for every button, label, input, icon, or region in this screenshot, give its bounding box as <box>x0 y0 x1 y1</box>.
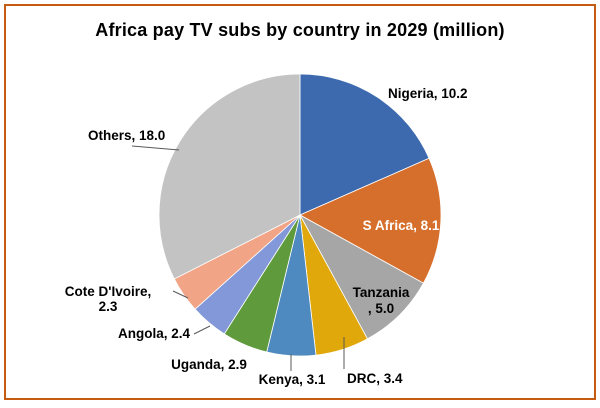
leader-line-angola <box>193 325 211 335</box>
slice-label-kenya: Kenya, 3.1 <box>259 372 326 387</box>
pie-slice-others <box>158 73 301 280</box>
pie-slice-s-africa <box>299 157 442 284</box>
slice-label-s-africa: S Africa, 8.1 <box>363 218 440 233</box>
chart-title: Africa pay TV subs by country in 2029 (m… <box>95 20 505 40</box>
pie-slice-nigeria <box>299 73 430 216</box>
leader-line-cote-d-ivoire <box>172 290 189 299</box>
slice-label-uganda: Uganda, 2.9 <box>171 357 247 372</box>
slice-label-tanzania: Tanzania, 5.0 <box>353 285 410 316</box>
slice-label-others: Others, 18.0 <box>88 128 165 143</box>
leader-line-others <box>131 145 180 151</box>
slice-label-cote-d-ivoire: Cote D'Ivoire, 2.3 <box>65 284 151 314</box>
pie-slice-tanzania <box>298 213 424 340</box>
slice-label-angola: Angola, 2.4 <box>118 326 191 341</box>
slice-label-drc: DRC, 3.4 <box>347 371 403 386</box>
slice-label-nigeria: Nigeria, 10.2 <box>388 86 468 101</box>
